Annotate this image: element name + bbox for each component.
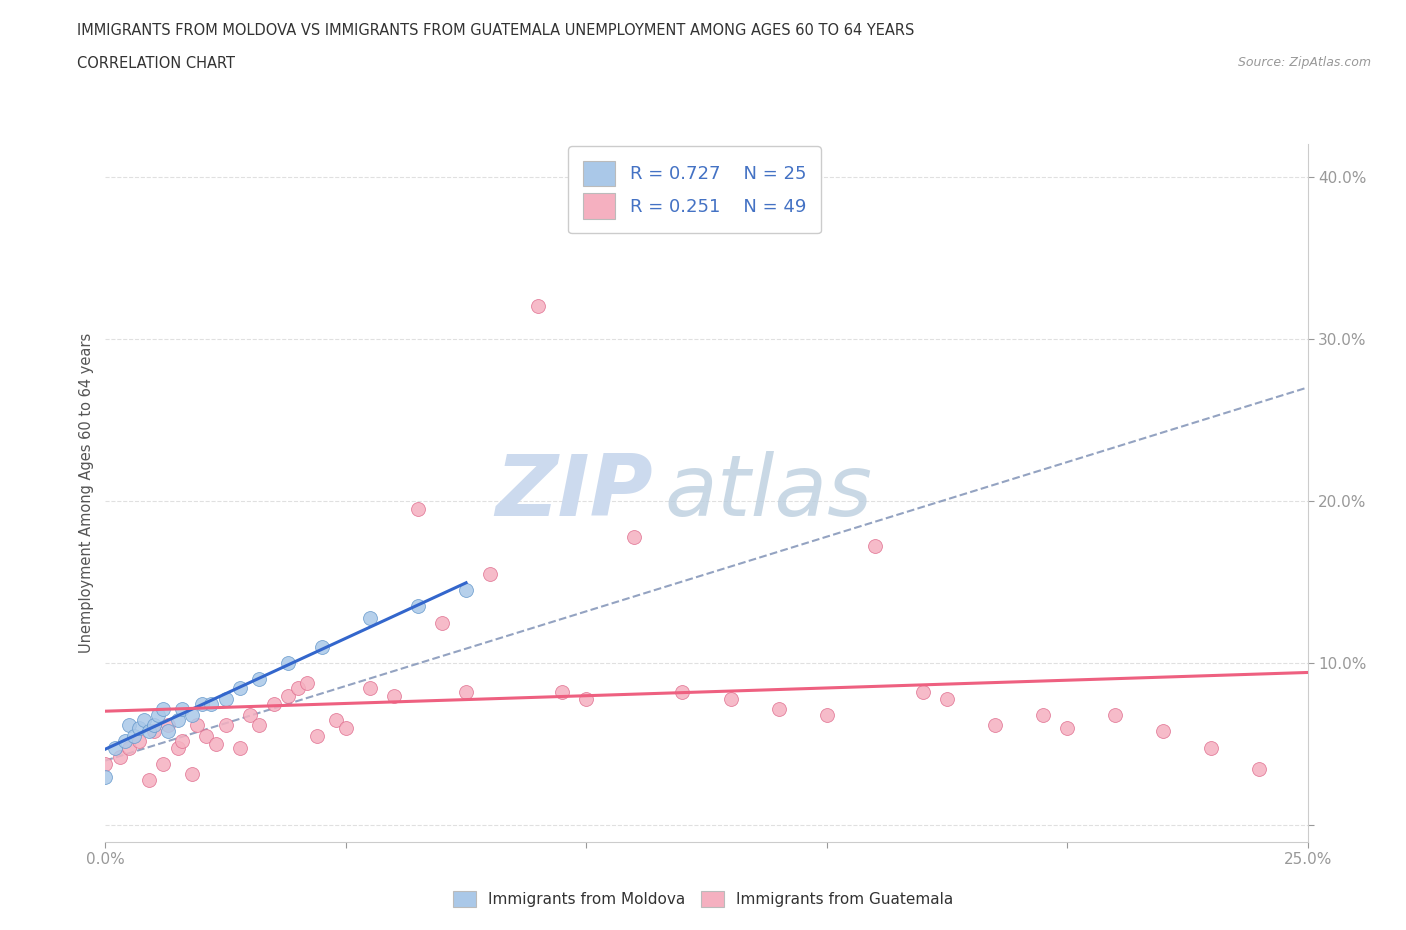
Point (138, 773, 160, 788)
Point (132, 712, 155, 727)
Point (166, 712, 188, 727)
Point (1201, 740, 1223, 755)
Point (148, 708, 170, 723)
Point (128, 721, 150, 736)
Point (277, 688, 299, 703)
Text: Source: ZipAtlas.com: Source: ZipAtlas.com (1237, 56, 1371, 69)
Point (277, 656, 299, 671)
Point (104, 740, 127, 755)
Text: atlas: atlas (665, 451, 873, 535)
Point (863, 539, 886, 554)
Legend: Immigrants from Moldova, Immigrants from Guatemala: Immigrants from Moldova, Immigrants from… (447, 884, 959, 913)
Point (247, 717, 270, 732)
Point (311, 640, 333, 655)
Point (623, 529, 645, 544)
Point (325, 712, 347, 727)
Point (454, 583, 477, 598)
Point (305, 729, 328, 744)
Point (335, 721, 357, 736)
Point (287, 680, 309, 695)
Point (138, 724, 160, 738)
Point (214, 692, 236, 707)
Y-axis label: Unemployment Among Ages 60 to 64 years: Unemployment Among Ages 60 to 64 years (79, 333, 94, 653)
Point (1056, 721, 1078, 736)
Point (118, 740, 141, 755)
Point (247, 672, 270, 687)
Point (911, 685, 934, 700)
Point (406, 501, 429, 516)
Point (152, 701, 174, 716)
Point (454, 685, 477, 700)
Point (94, 756, 117, 771)
Point (186, 717, 208, 732)
Point (200, 697, 222, 711)
Point (128, 734, 150, 749)
Point (551, 685, 574, 700)
Point (181, 766, 204, 781)
Point (156, 717, 179, 732)
Point (239, 708, 262, 723)
Point (142, 724, 165, 738)
Point (1104, 708, 1126, 723)
Point (1249, 762, 1271, 777)
Point (297, 675, 319, 690)
Point (229, 680, 252, 695)
Point (195, 729, 218, 744)
Point (263, 697, 285, 711)
Point (166, 740, 188, 755)
Point (205, 737, 228, 751)
Point (984, 717, 1007, 732)
Text: CORRELATION CHART: CORRELATION CHART (77, 56, 235, 71)
Point (1032, 708, 1054, 723)
Text: IMMIGRANTS FROM MOLDOVA VS IMMIGRANTS FROM GUATEMALA UNEMPLOYMENT AMONG AGES 60 : IMMIGRANTS FROM MOLDOVA VS IMMIGRANTS FR… (77, 23, 915, 38)
Point (359, 610, 381, 625)
Point (156, 724, 179, 738)
Point (720, 692, 742, 707)
Point (181, 708, 204, 723)
Legend: R = 0.727    N = 25, R = 0.251    N = 49: R = 0.727 N = 25, R = 0.251 N = 49 (568, 146, 821, 233)
Point (382, 688, 405, 703)
Text: ZIP: ZIP (495, 451, 652, 535)
Point (214, 717, 236, 732)
Point (124, 729, 146, 744)
Point (152, 756, 174, 771)
Point (114, 734, 136, 749)
Point (94, 769, 117, 784)
Point (359, 680, 381, 695)
Point (172, 701, 194, 716)
Point (406, 599, 429, 614)
Point (142, 717, 165, 732)
Point (229, 740, 252, 755)
Point (768, 701, 790, 716)
Point (108, 750, 131, 764)
Point (575, 692, 598, 707)
Point (815, 708, 838, 723)
Point (190, 697, 212, 711)
Point (671, 685, 693, 700)
Point (430, 616, 453, 631)
Point (1152, 724, 1174, 738)
Point (527, 299, 550, 313)
Point (118, 717, 141, 732)
Point (172, 734, 194, 749)
Point (936, 692, 959, 707)
Point (479, 566, 502, 581)
